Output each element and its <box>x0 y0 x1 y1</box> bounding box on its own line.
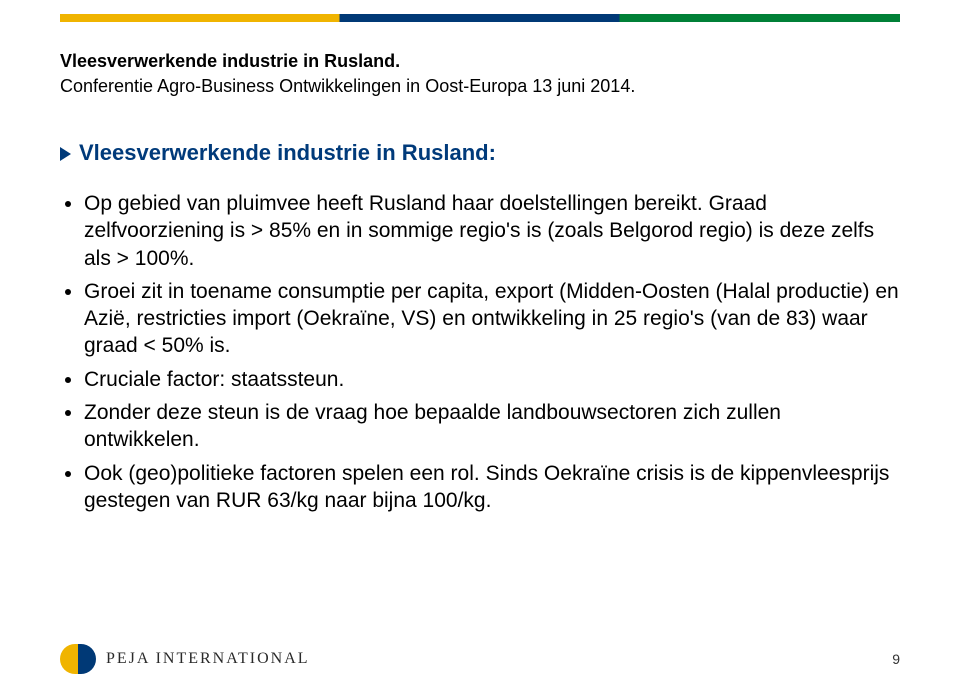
bullet-item: Cruciale factor: staatssteun. <box>84 366 900 393</box>
logo-mark-icon <box>60 644 96 674</box>
bullet-item: Op gebied van pluimvee heeft Rusland haa… <box>84 190 900 272</box>
header-subtitle: Conferentie Agro-Business Ontwikkelingen… <box>60 75 900 98</box>
bullet-list: Op gebied van pluimvee heeft Rusland haa… <box>60 190 900 514</box>
chevron-right-icon <box>60 147 71 161</box>
footer: PEJA INTERNATIONAL 9 <box>60 644 900 674</box>
header: Vleesverwerkende industrie in Rusland. C… <box>60 50 900 97</box>
bullet-item: Ook (geo)politieke factoren spelen een r… <box>84 460 900 515</box>
company-logo: PEJA INTERNATIONAL <box>60 644 310 674</box>
logo-right-half <box>78 644 96 674</box>
section-heading: Vleesverwerkende industrie in Rusland: <box>79 140 496 166</box>
slide: Vleesverwerkende industrie in Rusland. C… <box>0 0 960 696</box>
body: Op gebied van pluimvee heeft Rusland haa… <box>60 190 900 520</box>
bullet-item: Zonder deze steun is de vraag hoe bepaal… <box>84 399 900 454</box>
logo-left-half <box>60 644 78 674</box>
page-number: 9 <box>892 651 900 667</box>
section-heading-row: Vleesverwerkende industrie in Rusland: <box>60 140 900 166</box>
header-title: Vleesverwerkende industrie in Rusland. <box>60 50 900 73</box>
company-name: PEJA INTERNATIONAL <box>106 650 310 668</box>
bullet-item: Groei zit in toename consumptie per capi… <box>84 278 900 360</box>
top-stripe <box>60 14 900 22</box>
